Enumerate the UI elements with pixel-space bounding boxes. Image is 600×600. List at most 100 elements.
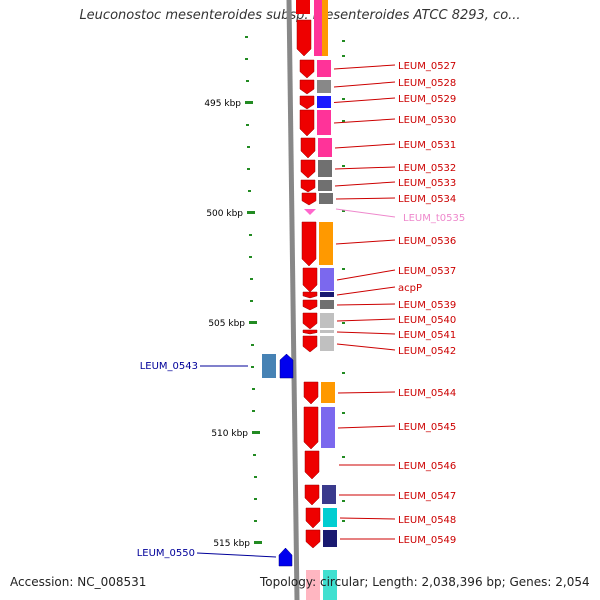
- gene-label-connector: [333, 118, 396, 124]
- scale-minor-tick: [245, 58, 248, 60]
- gene-label-connector: [334, 166, 396, 170]
- gene-label-connector: [334, 181, 396, 187]
- gene-label[interactable]: LEUM_0539: [398, 300, 456, 311]
- scale-minor-tick: [342, 372, 345, 374]
- gene-arrow[interactable]: [300, 137, 316, 159]
- gene-label-connector: [336, 331, 396, 335]
- gene-label[interactable]: LEUM_0548: [398, 515, 456, 526]
- gene-arrow[interactable]: [303, 406, 319, 450]
- gene-label-connector: [333, 97, 396, 103]
- gene-label[interactable]: LEUM_0528: [398, 78, 456, 89]
- gene-label[interactable]: LEUM_0533: [398, 178, 456, 189]
- gene-label[interactable]: LEUM_0534: [398, 194, 456, 205]
- cog-box: [319, 222, 333, 265]
- scale-minor-tick: [342, 268, 345, 270]
- backbone-arc: [286, 0, 300, 600]
- gene-arrow[interactable]: [300, 159, 316, 179]
- gene-label-connector: [333, 64, 396, 70]
- scale-minor-tick: [342, 456, 345, 458]
- gene-label[interactable]: LEUM_0540: [398, 315, 456, 326]
- gene-label[interactable]: LEUM_0547: [398, 491, 456, 502]
- gene-label[interactable]: LEUM_0530: [398, 115, 456, 126]
- gene-arrow[interactable]: [299, 59, 315, 79]
- trna-arrow[interactable]: [304, 209, 316, 215]
- gene-label[interactable]: LEUM_0531: [398, 140, 456, 151]
- gene-label[interactable]: LEUM_0532: [398, 163, 456, 174]
- gene-arrow[interactable]: [296, 0, 310, 14]
- gene-label[interactable]: LEUM_0549: [398, 535, 456, 546]
- cog-box: [323, 570, 337, 600]
- scale-minor-tick: [248, 190, 251, 192]
- cog-box: [318, 138, 332, 157]
- gene-arrow[interactable]: [303, 381, 319, 405]
- cog-box: [321, 382, 335, 403]
- cog-box: [322, 0, 328, 56]
- gene-label[interactable]: LEUM_0537: [398, 266, 456, 277]
- gene-arrow[interactable]: [296, 19, 312, 57]
- gene-label-connector: [336, 303, 396, 306]
- gene-label[interactable]: LEUM_0527: [398, 61, 456, 72]
- scale-minor-tick: [342, 40, 345, 42]
- gene-label-connector: [336, 286, 396, 296]
- gene-arrow[interactable]: [299, 95, 315, 110]
- cog-box: [262, 354, 276, 378]
- cog-box: [320, 268, 334, 291]
- gene-label-connector: [339, 517, 396, 520]
- gene-label-connector: [337, 391, 396, 394]
- gene-label-connector: [337, 425, 396, 429]
- gene-label[interactable]: LEUM_0536: [398, 236, 456, 247]
- gene-arrow[interactable]: [302, 335, 318, 353]
- gene-label[interactable]: LEUM_0543: [140, 361, 198, 372]
- gene-arrow[interactable]: [302, 291, 318, 299]
- gene-arrow[interactable]: [305, 507, 321, 529]
- scale-tick-label: 505 kbp: [208, 319, 245, 329]
- gene-arrow[interactable]: [301, 221, 317, 267]
- gene-label[interactable]: acpP: [398, 283, 422, 294]
- scale-minor-tick: [252, 388, 255, 390]
- scale-minor-tick: [249, 234, 252, 236]
- scale-minor-tick: [342, 120, 345, 122]
- gene-arrow[interactable]: [299, 79, 315, 95]
- cog-box: [317, 60, 331, 77]
- gene-arrow[interactable]: [302, 329, 318, 335]
- gene-arrow[interactable]: [304, 484, 320, 506]
- gene-arrow[interactable]: [304, 450, 320, 480]
- gene-arrow[interactable]: [302, 299, 318, 311]
- gene-arrow[interactable]: [299, 109, 315, 137]
- scale-minor-tick: [249, 256, 252, 258]
- gene-label[interactable]: LEUM_0550: [137, 548, 195, 559]
- cog-box: [317, 80, 331, 93]
- cog-box: [320, 330, 334, 333]
- scale-minor-tick: [342, 210, 345, 212]
- gene-label[interactable]: LEUM_t0535: [403, 213, 465, 224]
- scale-tick-label: 510 kbp: [211, 429, 248, 439]
- page-title: Leuconostoc mesenteroides subsp. mesente…: [79, 8, 521, 23]
- gene-label[interactable]: LEUM_0544: [398, 388, 456, 399]
- scale-minor-tick: [246, 124, 249, 126]
- gene-arrow[interactable]: [278, 547, 293, 567]
- scale-minor-tick: [251, 344, 254, 346]
- gene-arrow[interactable]: [306, 570, 320, 600]
- scale-minor-tick: [251, 366, 254, 368]
- scale-minor-tick: [247, 168, 250, 170]
- gene-label-connector: [196, 552, 277, 558]
- gene-arrow[interactable]: [305, 529, 321, 549]
- gene-label[interactable]: LEUM_0545: [398, 422, 456, 433]
- scale-minor-tick: [250, 278, 253, 280]
- gene-label-connector: [335, 239, 396, 245]
- gene-arrow[interactable]: [302, 267, 318, 293]
- gene-arrow[interactable]: [279, 353, 294, 379]
- scale-major-tick: [254, 541, 262, 544]
- gene-label-connector: [335, 197, 396, 200]
- gene-arrow[interactable]: [302, 312, 318, 330]
- scale-minor-tick: [342, 412, 345, 414]
- gene-label[interactable]: LEUM_0529: [398, 94, 456, 105]
- gene-arrow[interactable]: [301, 192, 317, 206]
- scale-minor-tick: [342, 520, 345, 522]
- gene-arrow[interactable]: [300, 179, 316, 193]
- gene-label[interactable]: LEUM_0546: [398, 461, 456, 472]
- gene-label[interactable]: LEUM_0542: [398, 346, 456, 357]
- gene-label[interactable]: LEUM_0541: [398, 330, 456, 341]
